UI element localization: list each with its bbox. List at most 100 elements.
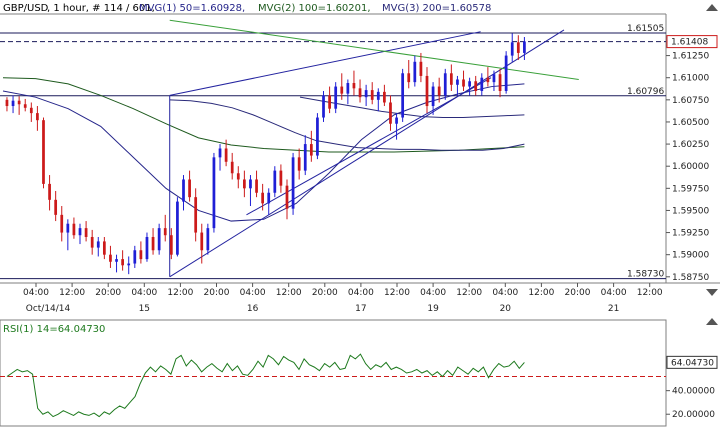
price-labels: 1.61505 1.60796 1.58730 1.61408	[627, 24, 718, 280]
price-tick-label: 1.60250	[672, 140, 709, 150]
candle-body	[151, 236, 155, 251]
time-tick-label: 04:00	[601, 288, 627, 298]
candle-body	[115, 259, 118, 262]
time-tick-label: 12:00	[528, 288, 554, 298]
date-tick-label: 20	[500, 304, 512, 314]
candle-body	[121, 259, 124, 266]
candle-body	[328, 95, 331, 109]
candle-body	[340, 86, 344, 94]
candle-body	[498, 74, 502, 91]
time-tick-label: 20:00	[204, 288, 230, 298]
rsi-current-box	[666, 355, 718, 369]
trendline-green-line	[169, 19, 579, 80]
date-tick-label: 21	[608, 304, 619, 314]
scroll-down-arrow-icon[interactable]	[706, 289, 718, 296]
price-label-mid: 1.60796	[627, 87, 664, 97]
candle-body	[261, 192, 265, 204]
header-symbol: GBP/USD	[3, 3, 49, 14]
candle-body	[109, 254, 112, 262]
price-axis: 1.61250 1.61000 1.60750 1.60500 1.60250 1.600…	[666, 52, 709, 283]
rsi-tick-label: 40.00000	[672, 387, 715, 397]
candle-body	[474, 81, 478, 91]
time-tick-label: 12:00	[637, 288, 663, 298]
rsi-tick-label: 20.00000	[672, 410, 715, 420]
candle-body	[224, 148, 228, 162]
candle-body	[383, 91, 386, 103]
candle-body	[36, 113, 39, 121]
candle-body	[194, 197, 198, 233]
price-tick-label: 1.60750	[672, 96, 709, 106]
rsi-title: RSI(1) 14=64.04730	[3, 324, 105, 335]
candle-body	[273, 170, 277, 193]
candle-body	[322, 95, 325, 118]
candle-body	[17, 100, 21, 105]
candle-body	[169, 235, 173, 255]
time-tick-label: 20:00	[312, 288, 338, 298]
candle-body	[139, 250, 143, 260]
price-tick-label: 1.59000	[672, 251, 709, 261]
rsi-scroll-up-arrow-icon[interactable]	[706, 318, 718, 325]
date-tick-label: 17	[355, 304, 366, 314]
rsi-line	[6, 353, 525, 418]
candle-body	[376, 91, 380, 100]
date-tick-label: Oct/14/14	[26, 304, 71, 314]
candle-body	[206, 228, 210, 251]
candle-body	[145, 236, 149, 260]
candle-body	[163, 228, 167, 236]
time-tick-label: 04:00	[131, 288, 157, 298]
ma-line-2	[2, 77, 525, 153]
candle-body	[456, 79, 459, 85]
candle-body	[316, 117, 319, 156]
price-tick-label: 1.60500	[672, 118, 709, 128]
price-tick-label: 1.60000	[672, 162, 709, 172]
price-tick-label: 1.61000	[672, 74, 709, 84]
candle-body	[218, 148, 222, 158]
price-label-bottom: 1.58730	[627, 270, 664, 280]
candle-body	[462, 79, 465, 87]
time-tick-label: 20:00	[565, 288, 591, 298]
candle-body	[176, 201, 179, 255]
candle-body	[182, 179, 185, 202]
candlesticks	[5, 33, 526, 275]
candle-body	[188, 179, 191, 198]
candle-body	[419, 61, 423, 76]
candle-body	[66, 223, 70, 233]
candle-body	[334, 86, 338, 109]
candle-body	[42, 120, 45, 184]
rsi-axis: 40.00000 20.00000	[666, 387, 715, 420]
time-tick-label: 04:00	[240, 288, 266, 298]
candle-body	[413, 61, 417, 83]
candle-body	[297, 157, 301, 171]
candle-body	[291, 157, 295, 209]
candle-body	[243, 179, 246, 189]
time-tick-label: 12:00	[167, 288, 193, 298]
candle-body	[157, 228, 161, 251]
candle-body	[486, 77, 490, 83]
candle-body	[303, 144, 307, 171]
scroll-up-arrow-icon[interactable]	[706, 4, 718, 11]
rsi-panel: RSI(1) 14=64.04730 40.00000 20.00000 64.0…	[0, 319, 718, 427]
candle-body	[523, 41, 526, 53]
trendline-channel-upper	[169, 31, 481, 96]
price-tick-label: 1.59500	[672, 206, 709, 216]
candle-body	[309, 144, 313, 156]
candle-body	[425, 75, 429, 107]
candle-body	[510, 42, 514, 56]
candle-body	[492, 74, 496, 83]
rsi-panel-border	[0, 319, 667, 427]
candle-body	[236, 173, 240, 180]
candle-body	[401, 73, 405, 118]
rsi-plot: 64.04730	[0, 353, 718, 418]
candle-body	[23, 104, 27, 108]
moving-averages	[2, 77, 525, 222]
price-panel: 1.61250 1.61000 1.60750 1.60500 1.60250 1.600…	[0, 13, 720, 284]
candle-body	[212, 157, 216, 229]
candle-body	[200, 232, 204, 251]
rsi-current-label: 64.04730	[671, 358, 714, 368]
time-tick-label: 12:00	[59, 288, 85, 298]
trendline-channel-lower	[169, 29, 565, 278]
time-tick-label: 04:00	[348, 288, 374, 298]
candle-body	[133, 250, 137, 264]
